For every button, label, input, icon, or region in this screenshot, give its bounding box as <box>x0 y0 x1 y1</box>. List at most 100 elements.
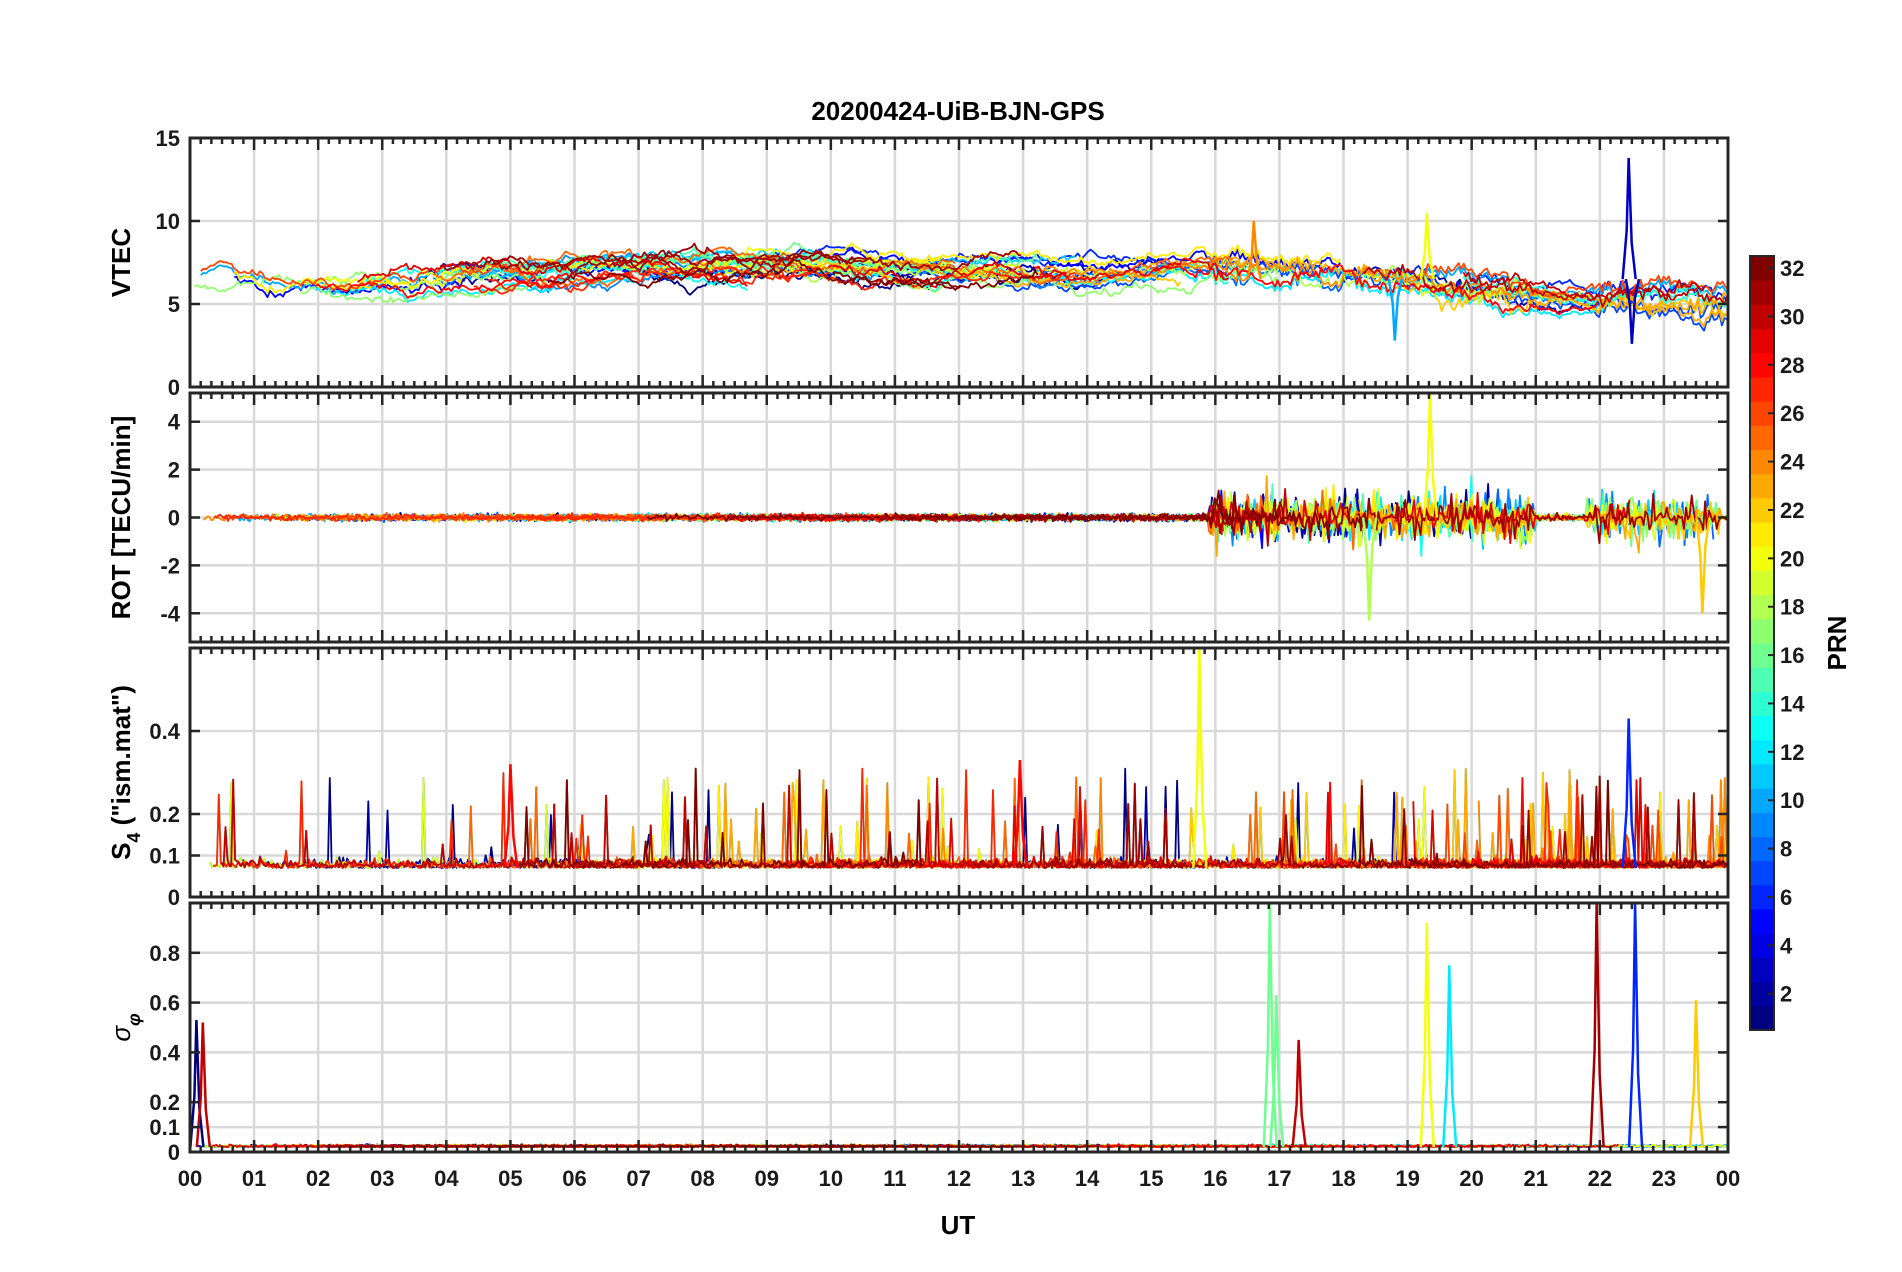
colorbar-tick-label: 22 <box>1780 498 1804 523</box>
y-tick-label: 0.4 <box>149 719 180 744</box>
colorbar-segment <box>1750 522 1774 547</box>
colorbar-segment <box>1750 860 1774 886</box>
series-prn-17-vtec <box>300 281 540 304</box>
y-tick-label: 0.2 <box>149 802 180 827</box>
peak-mark <box>195 1022 212 1148</box>
x-tick-label: 05 <box>498 1166 522 1191</box>
peak-mark <box>1621 718 1637 869</box>
y-axis-label-s4: S4 ("ism.mat") <box>106 685 144 860</box>
peak-mark <box>1621 157 1637 280</box>
ticks-sigma_phi <box>188 903 1730 1154</box>
series-prn-24-vtec <box>1224 256 1560 299</box>
y-label-main: σ <box>106 1025 136 1042</box>
series-prn-32-sigma_phi <box>493 1143 925 1148</box>
series-prn-27-vtec <box>487 265 819 291</box>
x-tick-label: 01 <box>242 1166 266 1191</box>
series-prn-13-vtec <box>827 264 1067 293</box>
x-tick-label: 16 <box>1203 1166 1227 1191</box>
colorbar-tick-label: 26 <box>1780 401 1804 426</box>
peak-mark <box>1695 517 1711 614</box>
colorbar-segment <box>1750 280 1774 305</box>
colorbar-segment <box>1750 328 1774 354</box>
y-tick-label: 0 <box>168 1140 180 1165</box>
y-label-rest: ("ism.mat") <box>106 685 136 832</box>
x-axis: 00 01 02 03 04 05 06 07 08 09 10 11 12 13 14 15 16 17 18 19… <box>178 1166 1740 1191</box>
series-prn-29-vtec <box>1033 257 1229 282</box>
peak-mark <box>503 764 519 869</box>
colorbar-frame <box>1749 255 1775 1031</box>
panel-sigma_phi: 00.10.2 0.4 0.6 0.8 σφ <box>106 901 1730 1165</box>
x-tick-label: 10 <box>819 1166 843 1191</box>
peak-mark <box>1361 517 1378 621</box>
series-prn-32-rot <box>969 489 1368 540</box>
colorbar-segment <box>1750 376 1774 402</box>
peak-mark <box>190 1019 205 1148</box>
series-prn-7-vtec <box>1500 290 1728 332</box>
peak-mark <box>1627 903 1644 1148</box>
series-prn-29-sigma_phi <box>1107 1143 1620 1148</box>
y-axis-label-sigma_phi: σφ <box>106 1013 144 1042</box>
series-prn-29-vtec <box>827 260 1067 289</box>
peak-mark <box>1419 212 1436 280</box>
colorbar-tick-label: 18 <box>1780 595 1804 620</box>
x-tick-label: 12 <box>947 1166 971 1191</box>
series-prn-31-vtec <box>439 253 872 274</box>
peak-mark <box>1246 220 1263 280</box>
peak-mark <box>1688 1000 1705 1148</box>
series-prn-32-s4 <box>518 767 924 869</box>
colorbar-tick-label: 2 <box>1780 982 1792 1007</box>
y-tick-label: 15 <box>156 126 180 151</box>
peak-mark <box>1012 760 1029 869</box>
y-axis-label-vtec: VTEC <box>106 228 136 298</box>
x-tick-label: 00 <box>1716 1166 1740 1191</box>
x-tick-label: 22 <box>1588 1166 1612 1191</box>
panel-rot: -4 -2 0 2 4 ROT [TECU/min] <box>106 391 1730 644</box>
series-prn-28-vtec <box>1154 264 1599 316</box>
peak-mark <box>1441 965 1458 1148</box>
y-tick-label: 0.6 <box>149 991 180 1016</box>
series-prn-14-vtec <box>1363 267 1706 312</box>
series-rot <box>202 393 1728 621</box>
y-tick-label: 0.4 <box>149 1040 180 1065</box>
series-prn-31-s4 <box>972 782 1184 869</box>
x-axis-label: UT <box>941 1210 976 1240</box>
colorbar-segment <box>1750 957 1774 983</box>
colorbar-segment <box>1750 763 1774 789</box>
y-tick-label: -4 <box>160 601 180 626</box>
ticks-rot <box>188 393 1730 642</box>
y-tick-label: 5 <box>168 292 180 317</box>
x-tick-label: 04 <box>434 1166 459 1191</box>
series-s4 <box>209 648 1728 869</box>
panel-vtec: 0 5 10 15 VTEC <box>106 126 1730 400</box>
y-label-main: S <box>106 843 136 860</box>
colorbar-tick-label: 14 <box>1780 691 1805 716</box>
peak-mark <box>1387 278 1403 341</box>
x-tick-label: 13 <box>1011 1166 1035 1191</box>
series-prn-32-s4 <box>1309 779 1728 869</box>
x-tick-label: 08 <box>690 1166 714 1191</box>
colorbar-tick-label: 4 <box>1780 933 1793 958</box>
colorbar-tick-label: 20 <box>1780 546 1804 571</box>
peak-mark <box>1419 922 1436 1148</box>
chart-title: 20200424-UiB-BJN-GPS <box>811 96 1104 126</box>
ticks-s4 <box>188 648 1730 899</box>
x-tick-label: 18 <box>1331 1166 1355 1191</box>
y-tick-label: 4 <box>168 410 181 435</box>
y-tick-label: -2 <box>160 553 180 578</box>
colorbar-segment <box>1750 618 1774 644</box>
x-tick-label: 14 <box>1075 1166 1100 1191</box>
x-tick-label: 19 <box>1395 1166 1419 1191</box>
peak-mark <box>1422 393 1439 518</box>
colorbar-tick-label: 28 <box>1780 353 1804 378</box>
series-prn-24-vtec <box>1035 255 1255 283</box>
x-tick-label: 00 <box>178 1166 202 1191</box>
y-tick-label: 2 <box>168 458 180 483</box>
series-prn-30-s4 <box>220 778 709 869</box>
y-tick-label: 0.8 <box>149 941 180 966</box>
x-tick-label: 15 <box>1139 1166 1163 1191</box>
x-tick-label: 21 <box>1524 1166 1548 1191</box>
colorbar-tick-label: 32 <box>1780 256 1804 281</box>
y-label-sub: φ <box>124 1013 144 1026</box>
y-tick-label: 0 <box>168 506 180 531</box>
